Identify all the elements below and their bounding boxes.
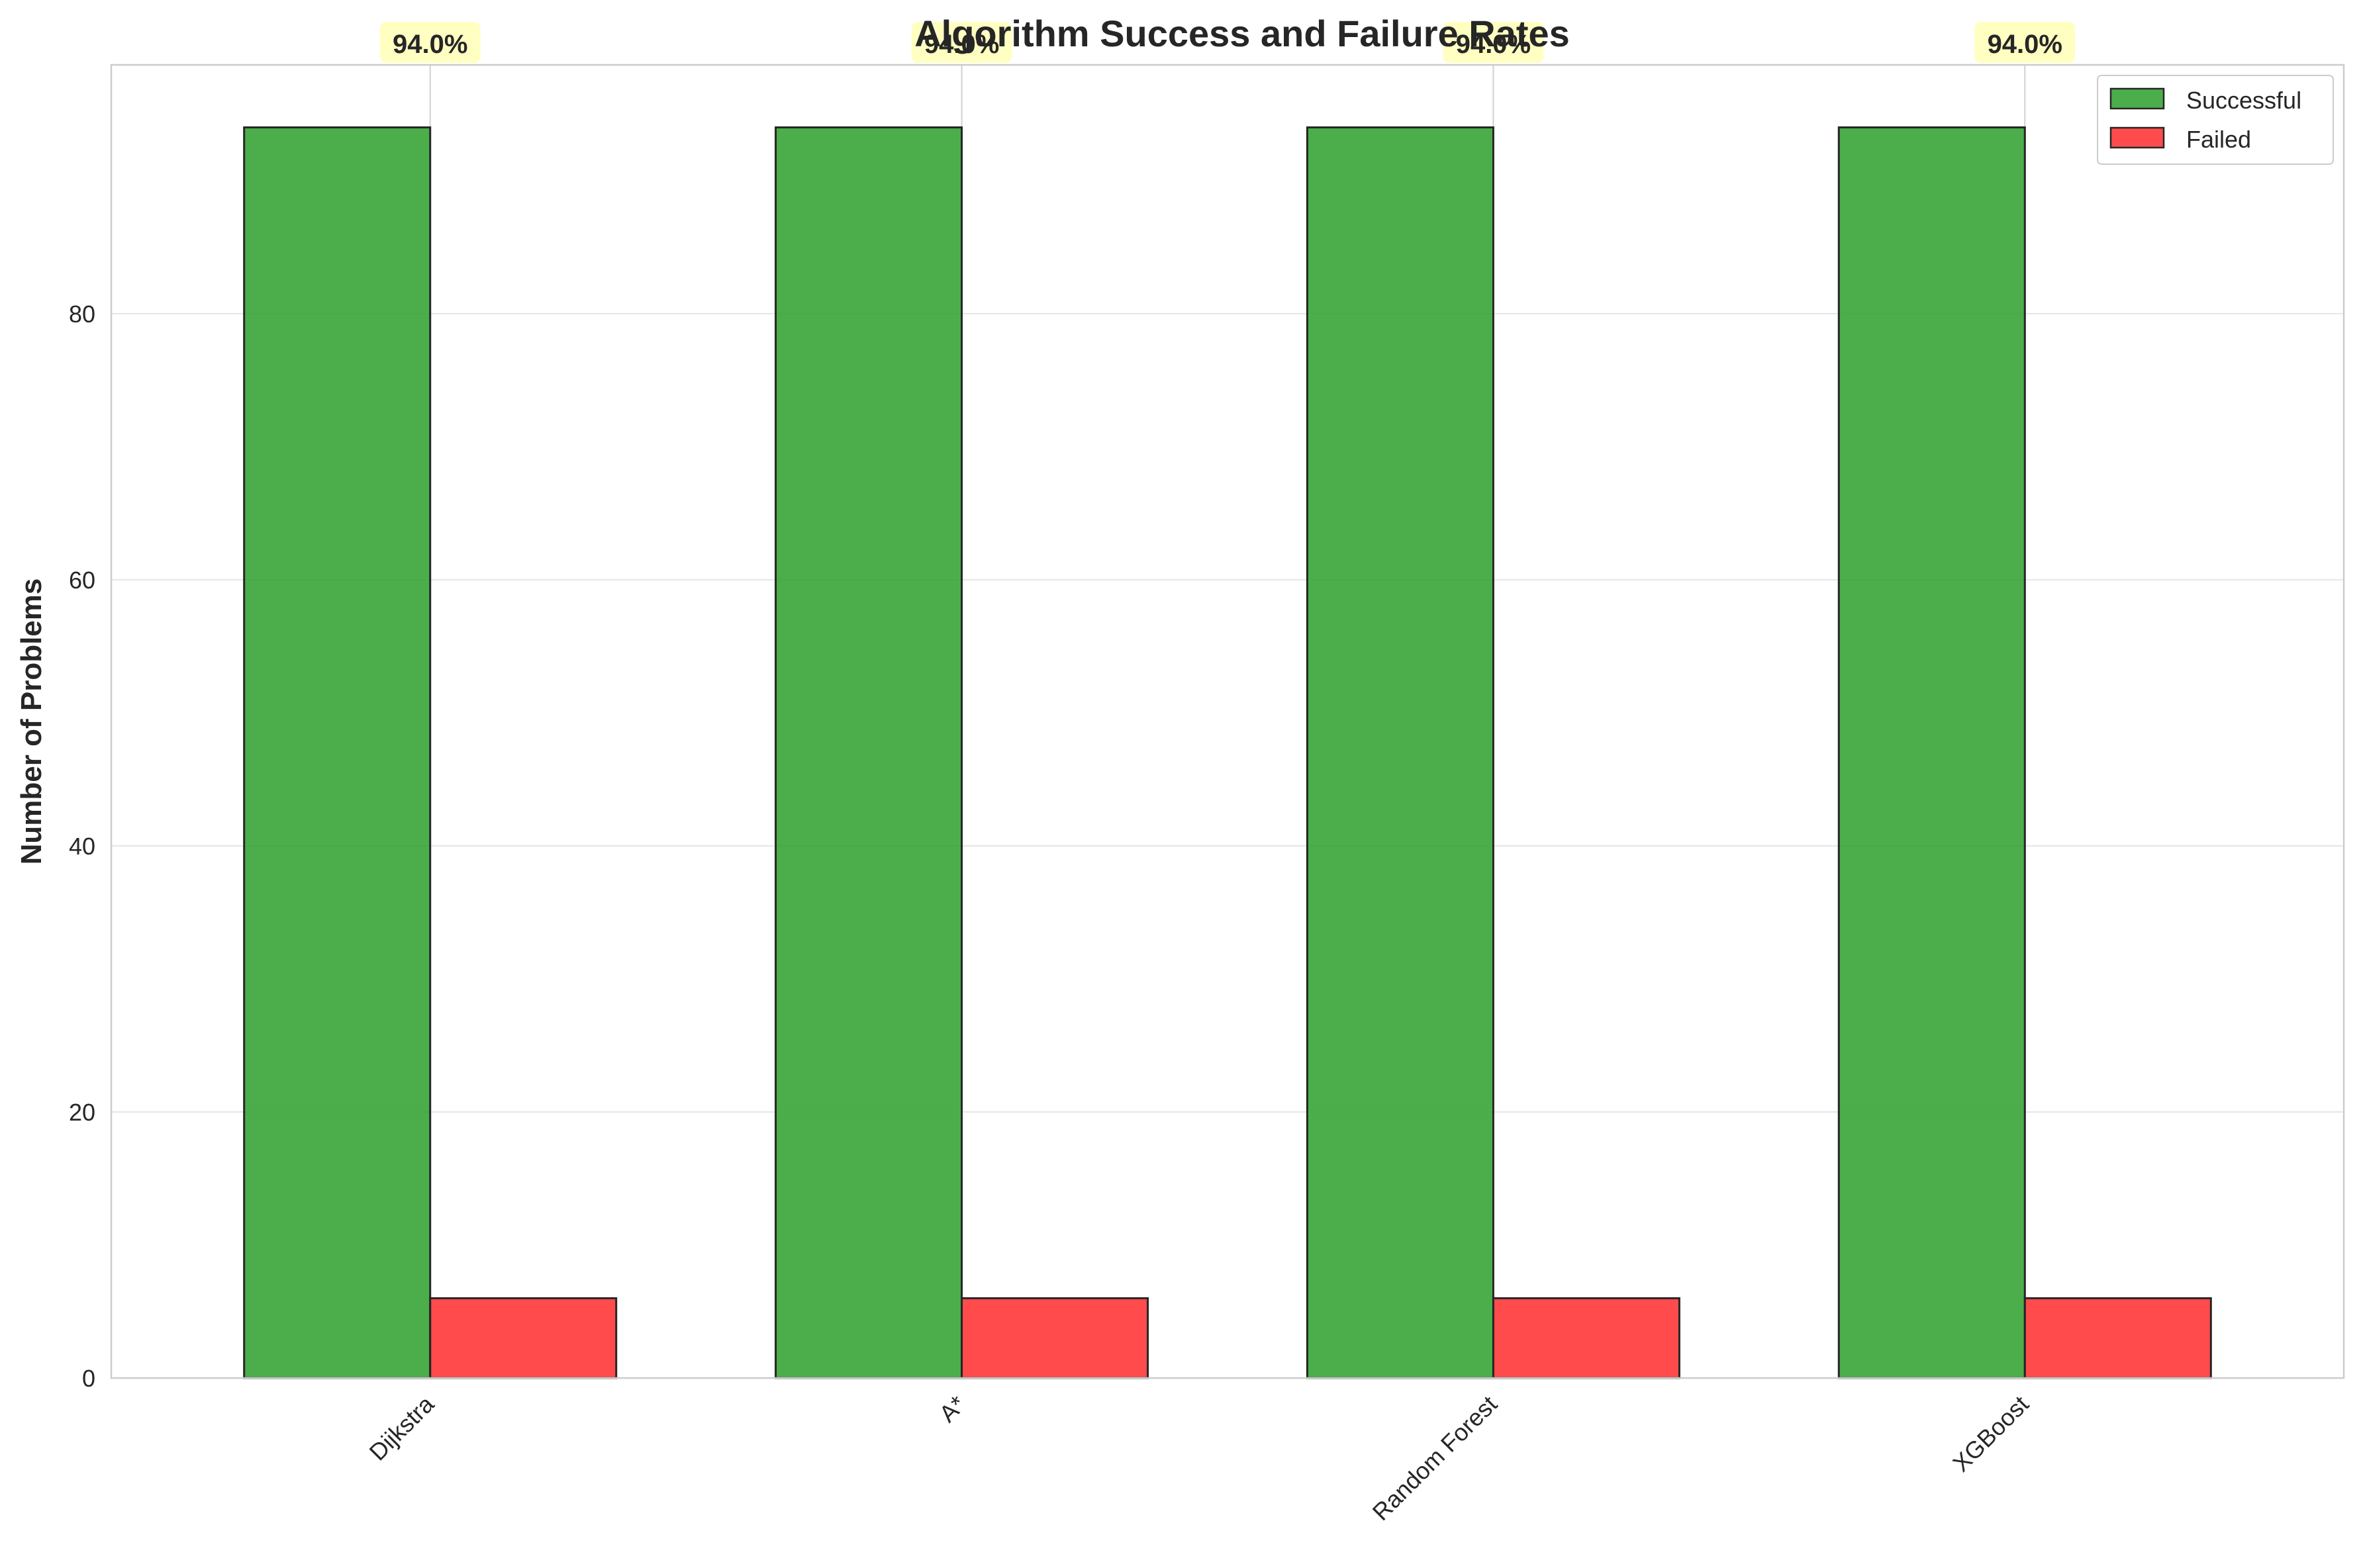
y-tick-20: 20 [69, 1099, 95, 1126]
rate-labels: 94.0% 94.0% 94.0% 94.0% [379, 22, 2076, 63]
rate-label-bg-dijkstra [379, 22, 481, 63]
y-tick-40: 40 [69, 833, 95, 860]
bar-successful-dijkstra [243, 126, 432, 1379]
bar-failed-xgboost [2023, 1297, 2212, 1379]
legend-swatch-successful [2109, 87, 2165, 110]
rate-label-random-forest: 94.0% [1443, 22, 1544, 63]
rate-label-text-random-forest: 94.0% [1456, 30, 1531, 59]
rate-label-text-dijkstra: 94.0% [393, 30, 467, 59]
rate-label-a: 94.0% [911, 22, 1012, 63]
y-tick-60: 60 [69, 567, 95, 594]
legend-swatch-failed [2109, 126, 2165, 149]
rate-label-text-a: 94.0% [924, 30, 999, 59]
plot-frame [110, 64, 2345, 1379]
rate-label-text-xgboost: 94.0% [1988, 30, 2062, 59]
y-tick-80: 80 [69, 300, 95, 328]
chart-title: Algorithm Success and Failure Rates [914, 13, 1570, 54]
bar-successful-xgboost [1837, 126, 2026, 1379]
y-tick-0: 0 [82, 1365, 95, 1392]
y-tick-labels: 0 20 40 60 80 [69, 300, 95, 1392]
bar-failed-a [961, 1297, 1149, 1379]
bar-failed-random-forest [1492, 1297, 1680, 1379]
rate-label-dijkstra: 94.0% [379, 22, 481, 63]
bar-successful-random-forest [1306, 126, 1494, 1379]
y-axis-label: Number of Problems [15, 578, 48, 865]
rate-label-bg-xgboost [1974, 22, 2076, 63]
rate-label-bg-random-forest [1443, 22, 1544, 63]
bars [243, 126, 2212, 1379]
legend: Successful Failed [2097, 75, 2334, 165]
legend-label-successful: Successful [2186, 87, 2301, 114]
bar-successful-a [775, 126, 963, 1379]
bar-failed-dijkstra [429, 1297, 618, 1379]
rate-label-bg-a [911, 22, 1012, 63]
legend-label-failed: Failed [2186, 126, 2251, 153]
rate-label-xgboost: 94.0% [1974, 22, 2076, 63]
